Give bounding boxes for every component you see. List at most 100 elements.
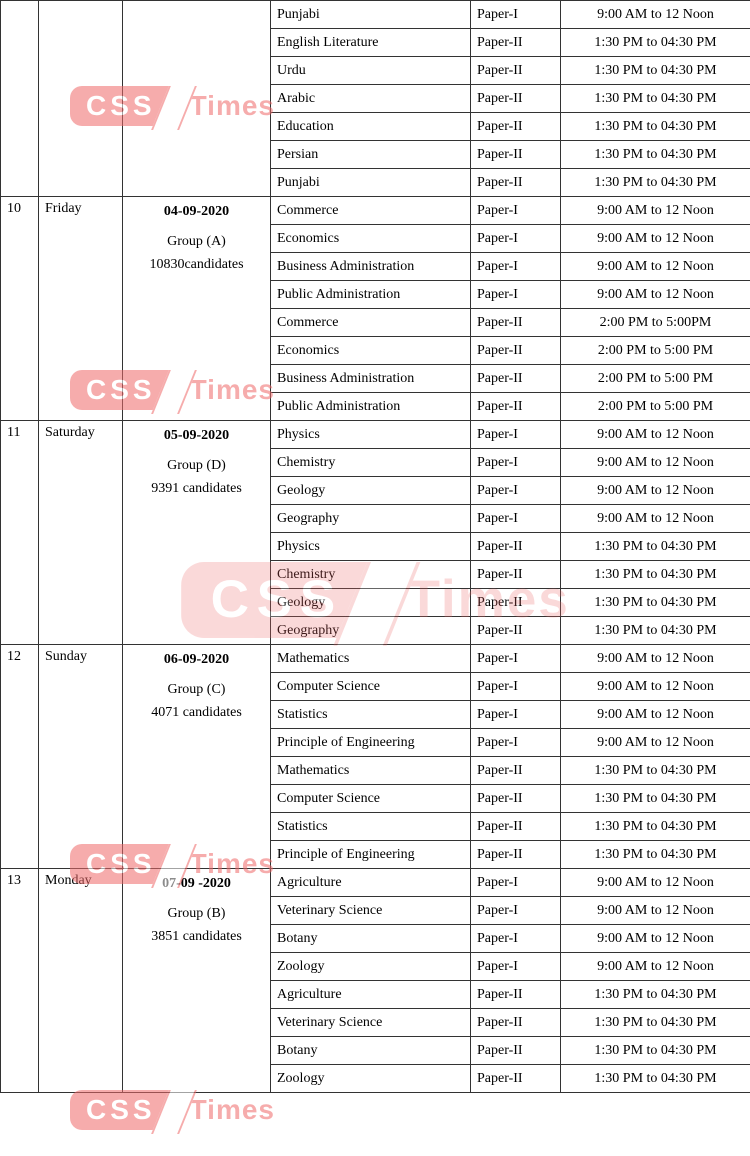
paper-cell: Paper-I — [471, 729, 561, 757]
paper-cell: Paper-II — [471, 757, 561, 785]
subject-cell: Principle of Engineering — [271, 729, 471, 757]
time-cell: 1:30 PM to 04:30 PM — [561, 813, 750, 841]
date-text: 07-09 -2020 — [129, 873, 264, 895]
paper-cell: Paper-I — [471, 477, 561, 505]
subject-cell: Geology — [271, 589, 471, 617]
paper-cell: Paper-I — [471, 925, 561, 953]
subject-cell: Principle of Engineering — [271, 841, 471, 869]
paper-cell: Paper-II — [471, 365, 561, 393]
exam-schedule-table: PunjabiPaper-I9:00 AM to 12 NoonEnglish … — [0, 0, 750, 1093]
paper-cell: Paper-I — [471, 253, 561, 281]
time-cell: 1:30 PM to 04:30 PM — [561, 785, 750, 813]
paper-cell: Paper-I — [471, 869, 561, 897]
watermark-times-text: Times — [170, 1094, 275, 1126]
time-cell: 9:00 AM to 12 Noon — [561, 701, 750, 729]
subject-cell: Computer Science — [271, 785, 471, 813]
paper-cell: Paper-I — [471, 225, 561, 253]
table-row: 12Sunday06-09-2020Group (C)4071 candidat… — [1, 645, 750, 673]
table-row: PunjabiPaper-I9:00 AM to 12 Noon — [1, 1, 750, 29]
subject-cell: Botany — [271, 1037, 471, 1065]
time-cell: 1:30 PM to 04:30 PM — [561, 29, 750, 57]
date-text: 04-09-2020 — [129, 201, 264, 223]
paper-cell: Paper-II — [471, 841, 561, 869]
subject-cell: Agriculture — [271, 981, 471, 1009]
subject-cell: Mathematics — [271, 645, 471, 673]
serial-number-cell — [1, 1, 39, 197]
time-cell: 2:00 PM to 5:00PM — [561, 309, 750, 337]
paper-cell: Paper-I — [471, 281, 561, 309]
paper-cell: Paper-I — [471, 701, 561, 729]
time-cell: 9:00 AM to 12 Noon — [561, 1, 750, 29]
subject-cell: Physics — [271, 533, 471, 561]
time-cell: 1:30 PM to 04:30 PM — [561, 1009, 750, 1037]
serial-number-cell: 11 — [1, 421, 39, 645]
day-cell — [39, 1, 123, 197]
date-text: 05-09-2020 — [129, 425, 264, 447]
candidates-text: 10830candidates — [129, 254, 264, 276]
subject-cell: Arabic — [271, 85, 471, 113]
subject-cell: Economics — [271, 337, 471, 365]
subject-cell: Economics — [271, 225, 471, 253]
subject-cell: Chemistry — [271, 561, 471, 589]
subject-cell: Geology — [271, 477, 471, 505]
date-group-cell: 07-09 -2020Group (B)3851 candidates — [123, 869, 271, 1093]
paper-cell: Paper-II — [471, 813, 561, 841]
subject-cell: Mathematics — [271, 757, 471, 785]
date-group-cell: 04-09-2020 Group (A)10830candidates — [123, 197, 271, 421]
time-cell: 9:00 AM to 12 Noon — [561, 953, 750, 981]
day-cell: Saturday — [39, 421, 123, 645]
paper-cell: Paper-I — [471, 421, 561, 449]
subject-cell: Persian — [271, 141, 471, 169]
group-text: Group (A) — [129, 231, 264, 253]
time-cell: 9:00 AM to 12 Noon — [561, 281, 750, 309]
paper-cell: Paper-II — [471, 589, 561, 617]
paper-cell: Paper-II — [471, 981, 561, 1009]
paper-cell: Paper-I — [471, 505, 561, 533]
subject-cell: Business Administration — [271, 365, 471, 393]
group-text: Group (C) — [129, 679, 264, 701]
paper-cell: Paper-II — [471, 785, 561, 813]
time-cell: 9:00 AM to 12 Noon — [561, 449, 750, 477]
paper-cell: Paper-II — [471, 29, 561, 57]
subject-cell: Veterinary Science — [271, 1009, 471, 1037]
time-cell: 1:30 PM to 04:30 PM — [561, 1065, 750, 1093]
subject-cell: Punjabi — [271, 169, 471, 197]
subject-cell: Public Administration — [271, 281, 471, 309]
subject-cell: Veterinary Science — [271, 897, 471, 925]
paper-cell: Paper-II — [471, 561, 561, 589]
time-cell: 9:00 AM to 12 Noon — [561, 897, 750, 925]
time-cell: 1:30 PM to 04:30 PM — [561, 757, 750, 785]
day-cell: Friday — [39, 197, 123, 421]
time-cell: 1:30 PM to 04:30 PM — [561, 141, 750, 169]
subject-cell: Commerce — [271, 197, 471, 225]
time-cell: 9:00 AM to 12 Noon — [561, 253, 750, 281]
watermark: CSSTimes — [0, 1090, 750, 1130]
table-row: 13Monday07-09 -2020Group (B)3851 candida… — [1, 869, 750, 897]
date-text: 06-09-2020 — [129, 649, 264, 671]
paper-cell: Paper-II — [471, 113, 561, 141]
time-cell: 9:00 AM to 12 Noon — [561, 505, 750, 533]
paper-cell: Paper-II — [471, 393, 561, 421]
watermark-times-label: Times — [190, 1094, 275, 1125]
time-cell: 2:00 PM to 5:00 PM — [561, 337, 750, 365]
subject-cell: Botany — [271, 925, 471, 953]
paper-cell: Paper-II — [471, 57, 561, 85]
paper-cell: Paper-II — [471, 1037, 561, 1065]
group-text: Group (D) — [129, 455, 264, 477]
time-cell: 1:30 PM to 04:30 PM — [561, 589, 750, 617]
time-cell: 1:30 PM to 04:30 PM — [561, 57, 750, 85]
paper-cell: Paper-I — [471, 645, 561, 673]
subject-cell: Geography — [271, 505, 471, 533]
paper-cell: Paper-I — [471, 197, 561, 225]
paper-cell: Paper-II — [471, 85, 561, 113]
time-cell: 9:00 AM to 12 Noon — [561, 197, 750, 225]
subject-cell: Statistics — [271, 813, 471, 841]
paper-cell: Paper-I — [471, 1, 561, 29]
paper-cell: Paper-II — [471, 1009, 561, 1037]
time-cell: 9:00 AM to 12 Noon — [561, 673, 750, 701]
subject-cell: Commerce — [271, 309, 471, 337]
serial-number-cell: 10 — [1, 197, 39, 421]
paper-cell: Paper-II — [471, 1065, 561, 1093]
time-cell: 2:00 PM to 5:00 PM — [561, 393, 750, 421]
table-row: 11Saturday05-09-2020Group (D)9391 candid… — [1, 421, 750, 449]
